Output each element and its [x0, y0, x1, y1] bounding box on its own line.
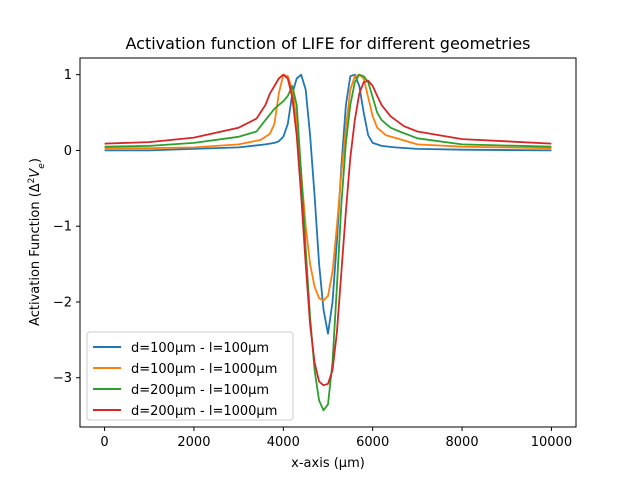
x-tick-label: 0 — [100, 435, 108, 450]
x-tick-label: 2000 — [177, 435, 210, 450]
series-line-1 — [104, 73, 552, 335]
legend-label-1: d=100µm - l=100µm — [131, 341, 269, 356]
x-tick-label: 4000 — [267, 435, 300, 450]
y-tick-label: 0 — [64, 144, 72, 159]
legend-label-3: d=200µm - l=100µm — [131, 383, 269, 398]
y-tick-label: 1 — [64, 68, 72, 83]
series-lines — [104, 73, 552, 412]
y-tick-label: −1 — [53, 220, 72, 235]
y-tick-label: −3 — [53, 371, 72, 386]
series-line-2 — [104, 73, 552, 302]
legend-label-4: d=200µm - l=1000µm — [131, 404, 277, 419]
y-axis-label-var: V — [28, 168, 43, 178]
y-axis-label-sup: 2 — [27, 178, 37, 184]
chart-title: Activation function of LIFE for differen… — [126, 34, 531, 53]
y-axis: 1 0 −1 −2 −3 — [53, 68, 80, 386]
x-axis: 0 2000 4000 6000 8000 10000 — [100, 427, 572, 450]
y-axis-label-end: ) — [28, 158, 43, 163]
x-tick-label: 6000 — [356, 435, 389, 450]
x-axis-label: x-axis (µm) — [291, 456, 365, 471]
y-axis-label-main: Activation Function (Δ — [28, 183, 43, 326]
legend-label-2: d=100µm - l=1000µm — [131, 362, 277, 377]
series-line-3 — [104, 73, 552, 412]
series-line-4 — [104, 73, 552, 387]
y-tick-label: −2 — [53, 295, 72, 310]
x-tick-label: 10000 — [531, 435, 572, 450]
y-axis-label: Activation Function (Δ2Ve) — [27, 158, 47, 326]
legend-box — [86, 331, 294, 421]
legend: d=100µm - l=100µm d=100µm - l=1000µm d=200… — [86, 331, 294, 421]
plot-frame — [79, 57, 577, 428]
x-tick-label: 8000 — [446, 435, 479, 450]
y-axis-label-sub: e — [37, 163, 47, 169]
